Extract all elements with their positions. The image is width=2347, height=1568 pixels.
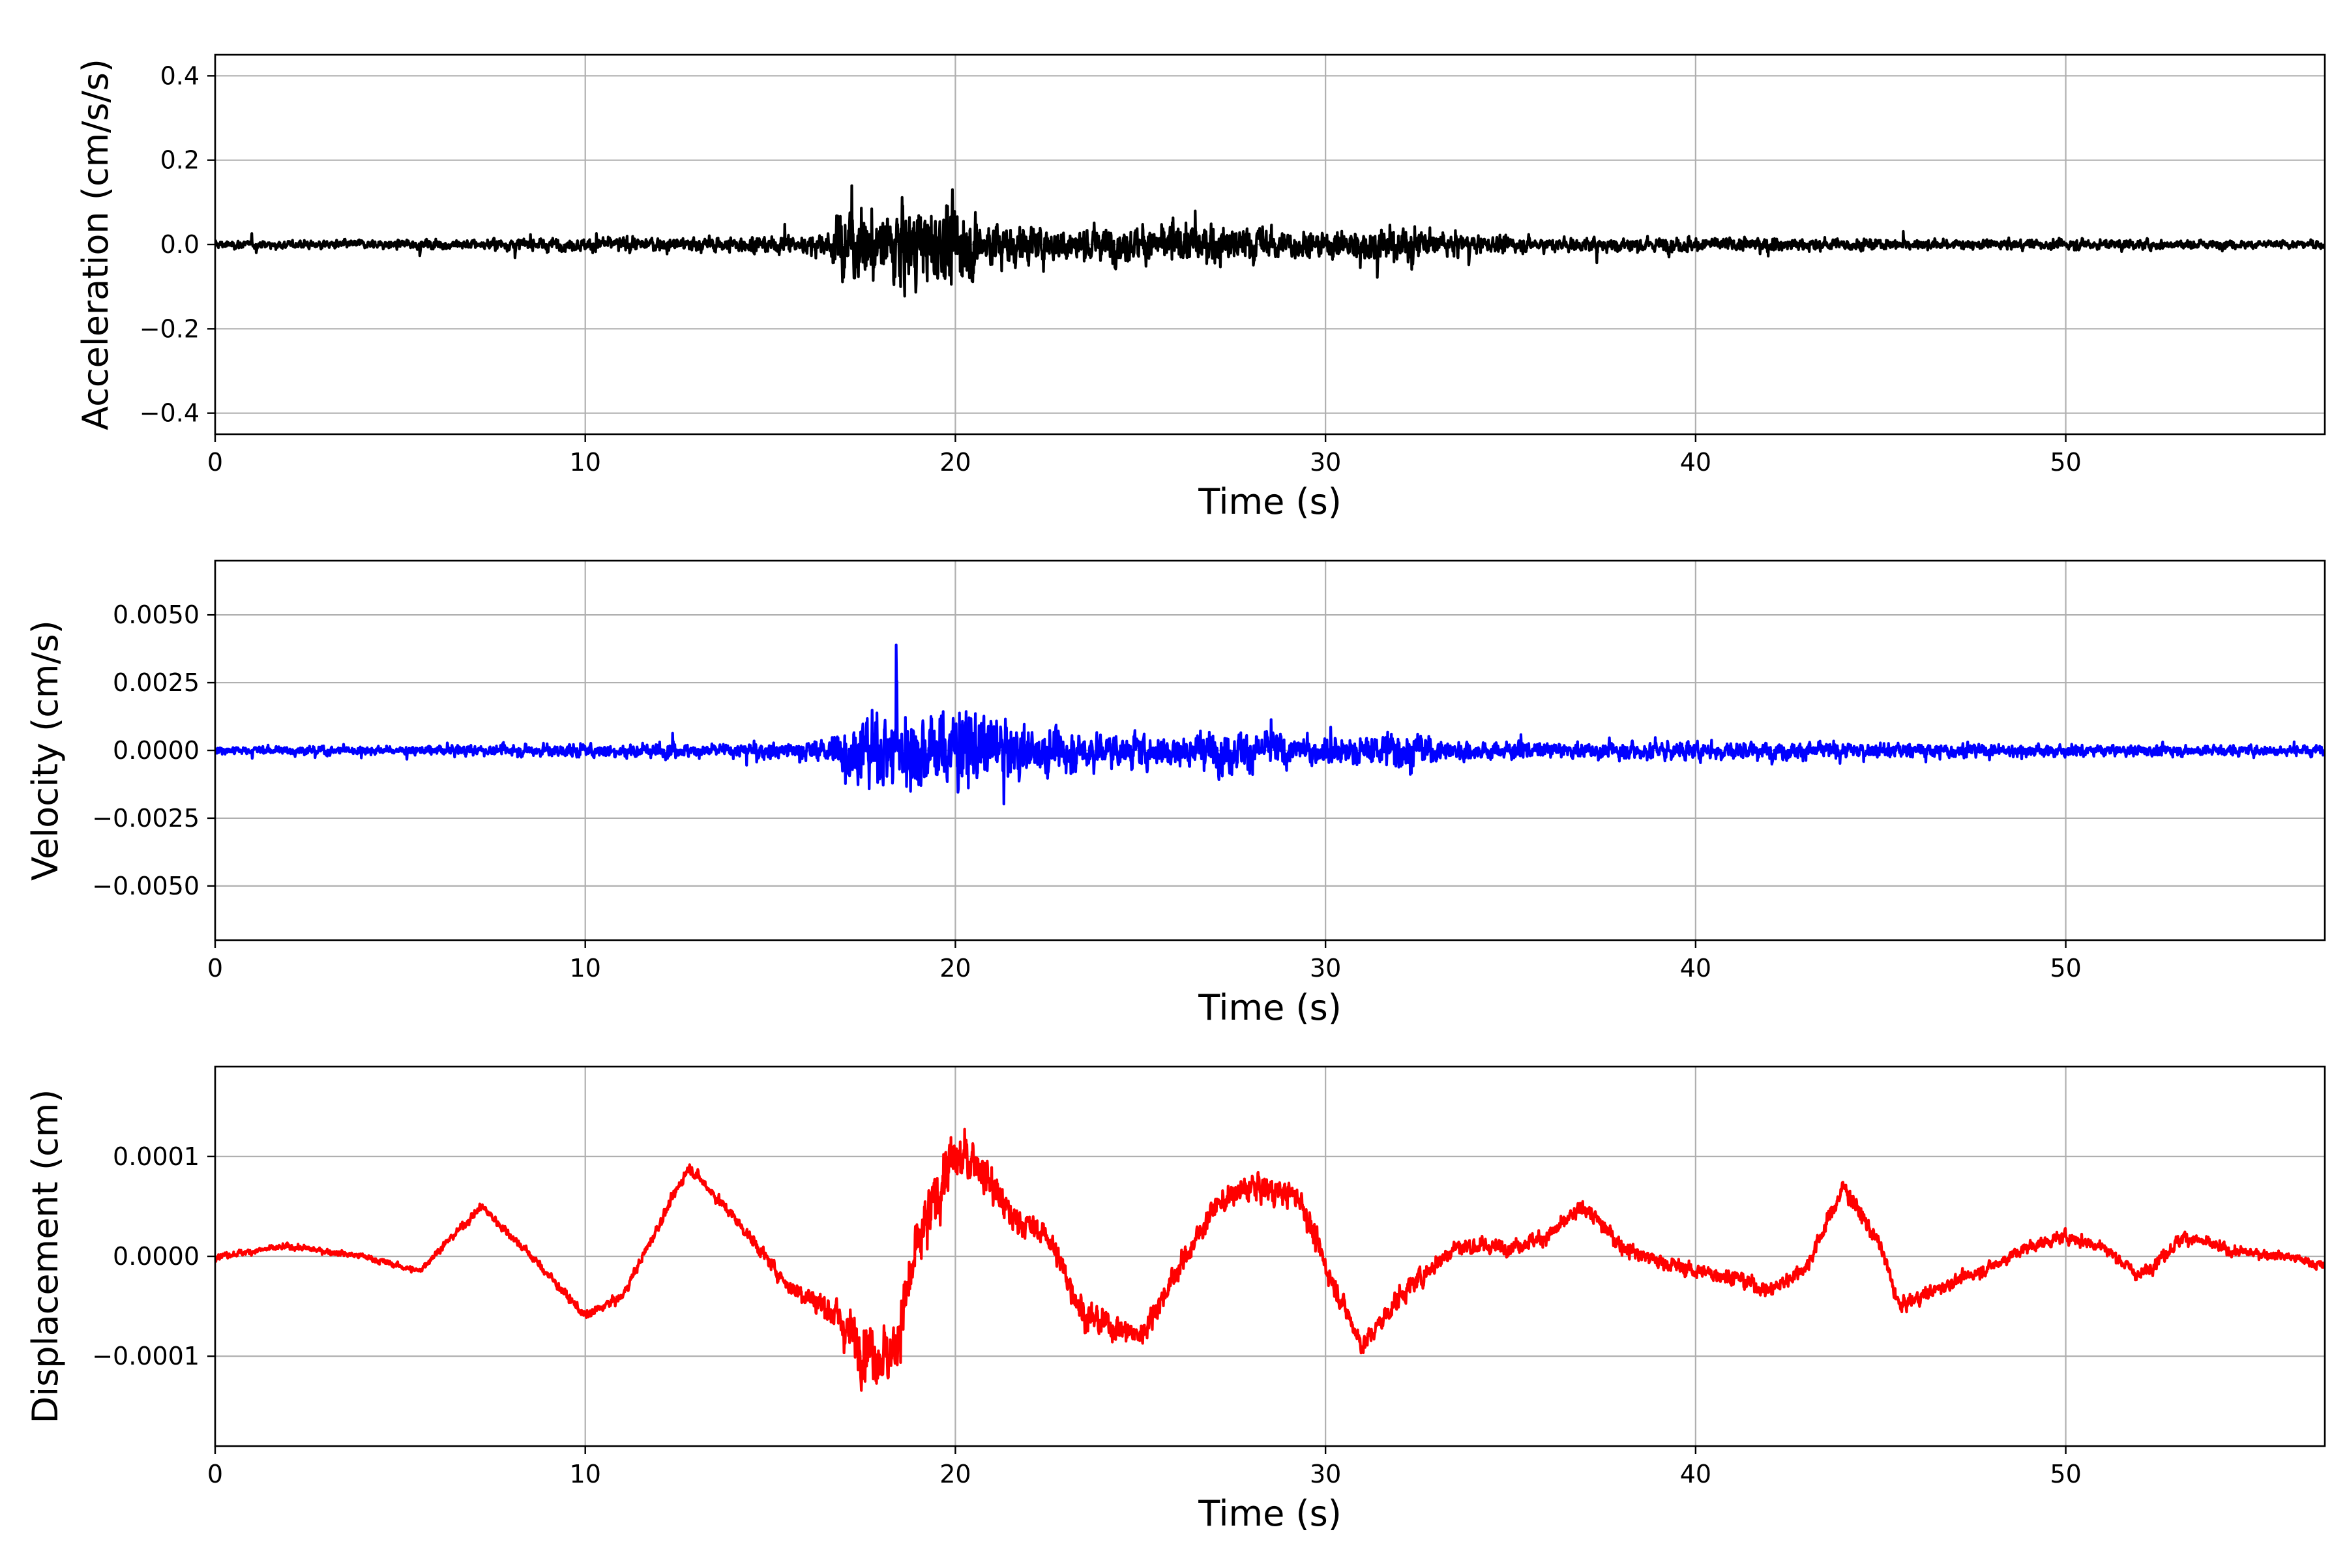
acceleration-xtick-label-0: 0 [207, 448, 223, 477]
acceleration-ytick-label-1: −0.2 [140, 314, 199, 343]
velocity-series-line [215, 643, 2325, 806]
displacement-xtick-label-5: 50 [2050, 1460, 2081, 1488]
displacement-xtick-label-4: 40 [1680, 1460, 1711, 1488]
acceleration-xtick-label-2: 20 [939, 448, 971, 477]
velocity-panel: 0 10 20 30 40 50 −0.0050 −0.0025 0.0000 0.0025 0.0… [25, 559, 2326, 1028]
acceleration-xtick-label-1: 10 [570, 448, 601, 477]
displacement-xtick-label-2: 20 [939, 1460, 971, 1488]
displacement-ytick-label-0: −0.0001 [92, 1342, 199, 1370]
velocity-ytick-label-4: 0.0050 [113, 600, 199, 629]
acceleration-panel: 0 10 20 30 40 50 −0.4 −0.2 0.0 0.2 0.4 Time (s) Acce… [75, 53, 2326, 522]
displacement-ytick-label-2: 0.0001 [113, 1142, 199, 1171]
acceleration-series-line [215, 184, 2325, 298]
velocity-xtick-label-3: 30 [1310, 954, 1341, 983]
acceleration-xtick-label-3: 30 [1310, 448, 1341, 477]
displacement-xlabel: Time (s) [1198, 1493, 1342, 1534]
acceleration-xtick-label-5: 50 [2050, 448, 2081, 477]
velocity-ylabel: Velocity (cm/s) [25, 620, 66, 881]
velocity-xtick-label-4: 40 [1680, 954, 1711, 983]
displacement-panel: 0 10 20 30 40 50 −0.0001 0.0000 0.0001 Time (s) Di… [25, 1065, 2326, 1534]
velocity-ytick-label-0: −0.0050 [92, 872, 199, 900]
displacement-ytick-label-1: 0.0000 [113, 1242, 199, 1271]
acceleration-ytick-label-4: 0.4 [160, 61, 199, 90]
acceleration-ytick-label-0: −0.4 [140, 399, 199, 428]
velocity-xtick-label-1: 10 [570, 954, 601, 983]
displacement-xtick-label-1: 10 [570, 1460, 601, 1488]
velocity-xlabel: Time (s) [1198, 987, 1342, 1028]
acceleration-xtick-label-4: 40 [1680, 448, 1711, 477]
displacement-ylabel: Displacement (cm) [25, 1089, 66, 1424]
acceleration-ylabel: Acceleration (cm/s/s) [75, 59, 116, 430]
velocity-xtick-label-2: 20 [939, 954, 971, 983]
velocity-ytick-label-3: 0.0025 [113, 668, 199, 697]
velocity-ytick-label-2: 0.0000 [113, 736, 199, 765]
velocity-xtick-label-5: 50 [2050, 954, 2081, 983]
displacement-xtick-label-0: 0 [207, 1460, 223, 1488]
velocity-ytick-label-1: −0.0025 [92, 804, 199, 833]
acceleration-ytick-label-3: 0.2 [160, 146, 199, 175]
displacement-xtick-label-3: 30 [1310, 1460, 1341, 1488]
acceleration-ytick-label-2: 0.0 [160, 230, 199, 259]
displacement-series-line [215, 1127, 2325, 1392]
acceleration-xlabel: Time (s) [1198, 481, 1342, 522]
velocity-xtick-label-0: 0 [207, 954, 223, 983]
